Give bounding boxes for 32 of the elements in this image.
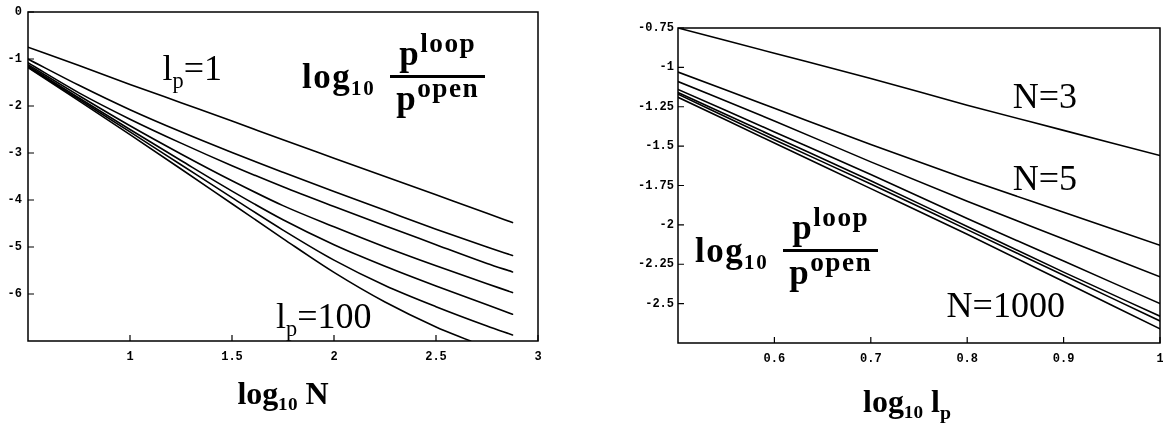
series-label: l$_{p}$=100	[276, 295, 372, 342]
y-tick-label: -4	[7, 193, 22, 208]
y-tick-label: -3	[7, 146, 22, 161]
series-label: N=1000	[946, 284, 1065, 325]
y-tick-label: -1.25	[637, 99, 674, 114]
x-tick-label: 0.8	[956, 352, 978, 367]
x-tick-label: 1	[126, 350, 134, 365]
y-tick-label: -1.5	[645, 139, 674, 154]
y-tick-label: -6	[7, 287, 22, 302]
x-tick-label: 3	[534, 350, 542, 365]
series-label: l$_{p}$=1	[162, 47, 222, 94]
y-tick-label: -2	[659, 217, 674, 232]
y-tick-label: -2	[7, 99, 22, 114]
y-tick-label: -2.25	[637, 257, 674, 272]
x-axis-title: log₁₀ l$_{p}$	[863, 383, 951, 424]
x-tick-label: 1	[1156, 352, 1163, 367]
series-label: N=3	[1012, 76, 1077, 117]
x-tick-label: 2.5	[425, 350, 447, 365]
x-tick-label: 0.9	[1052, 352, 1075, 367]
y-tick-label: -1.75	[637, 178, 674, 193]
y-tick-label: -1	[7, 52, 22, 67]
x-tick-label: 2	[330, 350, 338, 365]
y-tick-label: 0	[14, 5, 22, 20]
y-tick-label: -2.5	[645, 296, 674, 311]
x-tick-label: 0.7	[860, 352, 882, 367]
x-axis-title: log₁₀ N	[237, 375, 329, 411]
series-label: N=5	[1012, 157, 1077, 198]
y-tick-label: -0.75	[637, 21, 674, 36]
y-tick-label: -5	[7, 240, 22, 255]
y-tick-label: -1	[659, 60, 674, 75]
x-tick-label: 0.6	[763, 352, 786, 367]
x-tick-label: 1.5	[221, 350, 243, 365]
